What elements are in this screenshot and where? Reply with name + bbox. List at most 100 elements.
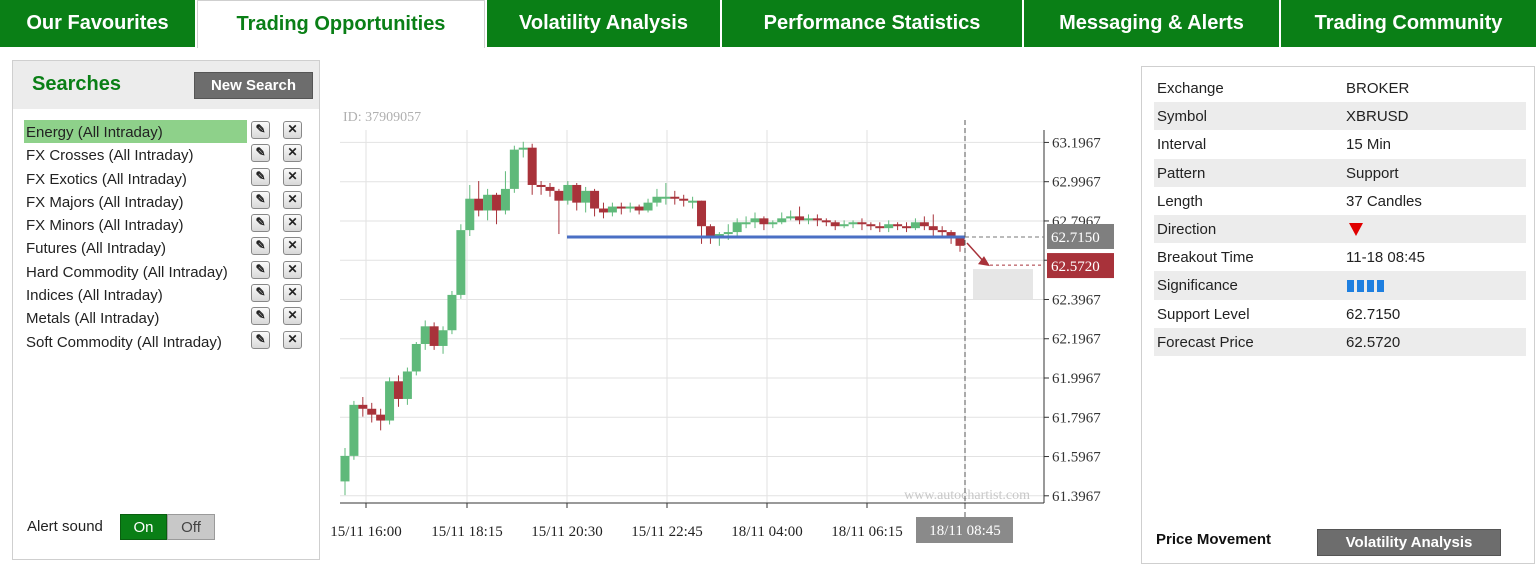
search-list-item[interactable]: FX Majors (All Intraday) ✎ ✕: [24, 189, 309, 212]
candle-body: [509, 149, 519, 189]
edit-icon[interactable]: ✎: [251, 144, 270, 163]
new-search-button[interactable]: New Search: [194, 72, 313, 99]
y-tick-label: 61.7967: [1052, 410, 1101, 426]
info-row: Direction: [1154, 215, 1526, 244]
search-item-label[interactable]: Futures (All Intraday): [26, 240, 167, 258]
delete-icon[interactable]: ✕: [283, 167, 302, 186]
candle-body: [607, 206, 617, 213]
candle-body: [732, 222, 742, 233]
info-value: Support: [1346, 164, 1399, 182]
alert-off-toggle[interactable]: Off: [167, 514, 215, 540]
search-item-label[interactable]: Metals (All Intraday): [26, 310, 160, 328]
search-list-item[interactable]: FX Exotics (All Intraday) ✎ ✕: [24, 166, 309, 189]
candle-body: [456, 230, 466, 295]
x-tick-label: 15/11 20:30: [531, 524, 603, 540]
tab-performance-statistics[interactable]: Performance Statistics: [722, 0, 1022, 47]
search-list-item[interactable]: Soft Commodity (All Intraday) ✎ ✕: [24, 329, 309, 352]
search-item-label[interactable]: FX Crosses (All Intraday): [26, 147, 194, 165]
info-value: BROKER: [1346, 80, 1410, 97]
edit-icon[interactable]: ✎: [251, 121, 270, 139]
candle-body: [438, 330, 448, 346]
search-item-label[interactable]: FX Exotics (All Intraday): [26, 170, 187, 188]
y-tick-label: 62.3967: [1052, 292, 1101, 308]
tab-volatility-analysis[interactable]: Volatility Analysis: [487, 0, 720, 47]
candle-body: [340, 455, 350, 482]
search-list-item[interactable]: Metals (All Intraday) ✎ ✕: [24, 305, 309, 328]
candle-body: [750, 218, 760, 223]
search-item-label[interactable]: Indices (All Intraday): [26, 287, 163, 305]
edit-icon[interactable]: ✎: [251, 214, 270, 233]
x-tick-label: 15/11 22:45: [631, 524, 703, 540]
search-item-label[interactable]: Hard Commodity (All Intraday): [26, 263, 228, 281]
search-list-item[interactable]: FX Crosses (All Intraday) ✎ ✕: [24, 142, 309, 165]
candle-body: [581, 190, 591, 203]
candle-body: [447, 294, 457, 331]
tab-our-favourites[interactable]: Our Favourites: [0, 0, 195, 47]
candle-body: [928, 226, 938, 231]
edit-icon[interactable]: ✎: [251, 167, 270, 186]
x-tick-highlight: [916, 517, 1013, 543]
candle-body: [875, 226, 885, 229]
edit-icon[interactable]: ✎: [251, 307, 270, 326]
price-movement-label: Price Movement: [1156, 531, 1272, 548]
significance-bar-icon: [1347, 280, 1384, 293]
x-tick-label: 15/11 18:15: [431, 524, 503, 540]
info-key: Direction: [1157, 221, 1217, 238]
info-row: Length 37 Candles: [1154, 187, 1526, 215]
forecast-zone: [973, 269, 1033, 300]
edit-icon[interactable]: ✎: [251, 237, 270, 256]
alert-on-toggle[interactable]: On: [120, 514, 167, 540]
edit-icon[interactable]: ✎: [251, 260, 270, 279]
search-list-item[interactable]: Indices (All Intraday) ✎ ✕: [24, 282, 309, 305]
candle-body: [474, 198, 484, 211]
delete-icon[interactable]: ✕: [283, 260, 302, 279]
edit-icon[interactable]: ✎: [251, 190, 270, 209]
search-item-label[interactable]: Energy (All Intraday): [24, 120, 247, 143]
info-row: Pattern Support: [1154, 158, 1526, 187]
candle-body: [777, 218, 787, 223]
delete-icon[interactable]: ✕: [283, 121, 302, 139]
delete-icon[interactable]: ✕: [283, 237, 302, 256]
y-tick-label: 61.3967: [1052, 489, 1101, 505]
tab-trading-community[interactable]: Trading Community: [1281, 0, 1536, 47]
candlestick-chart-svg: ID: 3790905763.196762.996762.796762.5967…: [330, 110, 1114, 543]
info-key: Pattern: [1157, 164, 1206, 182]
search-item-label[interactable]: FX Minors (All Intraday): [26, 217, 184, 235]
tab-messaging-alerts[interactable]: Messaging & Alerts: [1024, 0, 1279, 47]
search-list-item[interactable]: Futures (All Intraday) ✎ ✕: [24, 235, 309, 258]
candle-body: [545, 186, 555, 191]
y-tick-label: 61.5967: [1052, 450, 1101, 466]
info-value: 62.5720: [1346, 333, 1401, 351]
volatility-analysis-button[interactable]: Volatility Analysis: [1317, 529, 1501, 556]
candle-body: [590, 190, 600, 209]
info-row: Exchange BROKER: [1154, 74, 1526, 102]
edit-icon[interactable]: ✎: [251, 330, 270, 349]
candle-body: [402, 371, 412, 399]
price-chart: ID: 3790905763.196762.996762.796762.5967…: [322, 95, 1122, 555]
delete-icon[interactable]: ✕: [283, 284, 302, 303]
candle-body: [759, 218, 769, 225]
delete-icon[interactable]: ✕: [283, 190, 302, 209]
search-list-item[interactable]: Energy (All Intraday) ✎ ✕: [24, 119, 309, 143]
candle-body: [937, 230, 947, 233]
support-price-box: [1047, 223, 1114, 249]
candle-body: [625, 206, 635, 209]
delete-icon[interactable]: ✕: [283, 330, 302, 349]
y-tick-label: 62.9967: [1052, 175, 1101, 191]
candle-body: [679, 198, 689, 201]
search-item-label[interactable]: FX Majors (All Intraday): [26, 193, 184, 211]
info-row: Support Level 62.7150: [1154, 300, 1526, 328]
pattern-info-panel: Exchange BROKER Symbol XBRUSD Interval 15 Min…: [1141, 66, 1535, 564]
search-item-label[interactable]: Soft Commodity (All Intraday): [26, 333, 222, 351]
delete-icon[interactable]: ✕: [283, 144, 302, 163]
candle-body: [420, 326, 430, 344]
edit-icon[interactable]: ✎: [251, 284, 270, 303]
significance-segment: [1357, 280, 1364, 293]
search-list-item[interactable]: Hard Commodity (All Intraday) ✎ ✕: [24, 259, 309, 282]
delete-icon[interactable]: ✕: [283, 214, 302, 233]
info-value: 62.7150: [1346, 305, 1401, 323]
tab-trading-opportunities[interactable]: Trading Opportunities: [197, 0, 485, 48]
info-row: Forecast Price 62.5720: [1154, 327, 1526, 356]
search-list-item[interactable]: FX Minors (All Intraday) ✎ ✕: [24, 212, 309, 235]
delete-icon[interactable]: ✕: [283, 307, 302, 326]
